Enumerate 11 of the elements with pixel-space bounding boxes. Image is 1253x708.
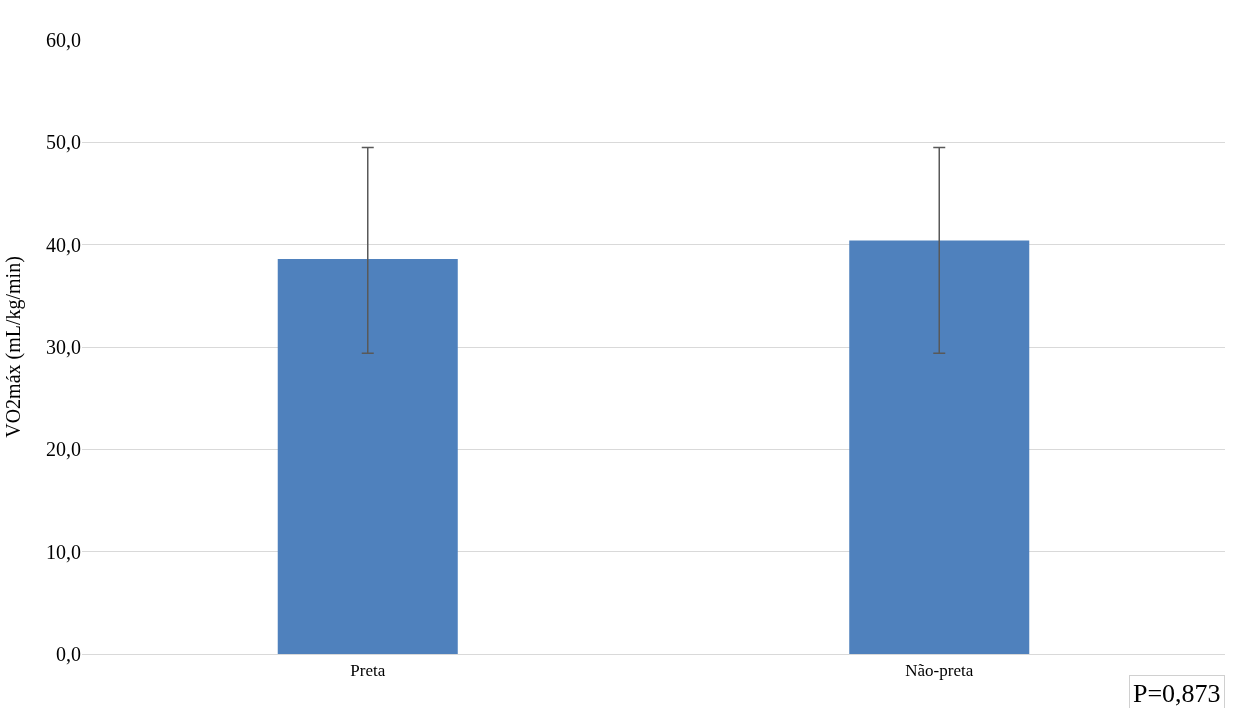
y-tick-label: 40,0 [46, 233, 81, 256]
x-tick-label: Não-preta [905, 660, 974, 680]
y-tick-label: 0,0 [56, 643, 81, 665]
y-axis-title: VO2máx (mL/kg/min) [1, 256, 25, 438]
x-tick-label: Preta [350, 660, 386, 680]
y-tick-label: 30,0 [46, 336, 81, 358]
y-tick-label: 10,0 [46, 540, 81, 563]
text: P=0,873 [1133, 679, 1221, 708]
y-tick-label: 60,0 [46, 29, 81, 51]
y-tick-label: 20,0 [46, 438, 81, 461]
y-tick-label: 50,0 [46, 131, 81, 154]
